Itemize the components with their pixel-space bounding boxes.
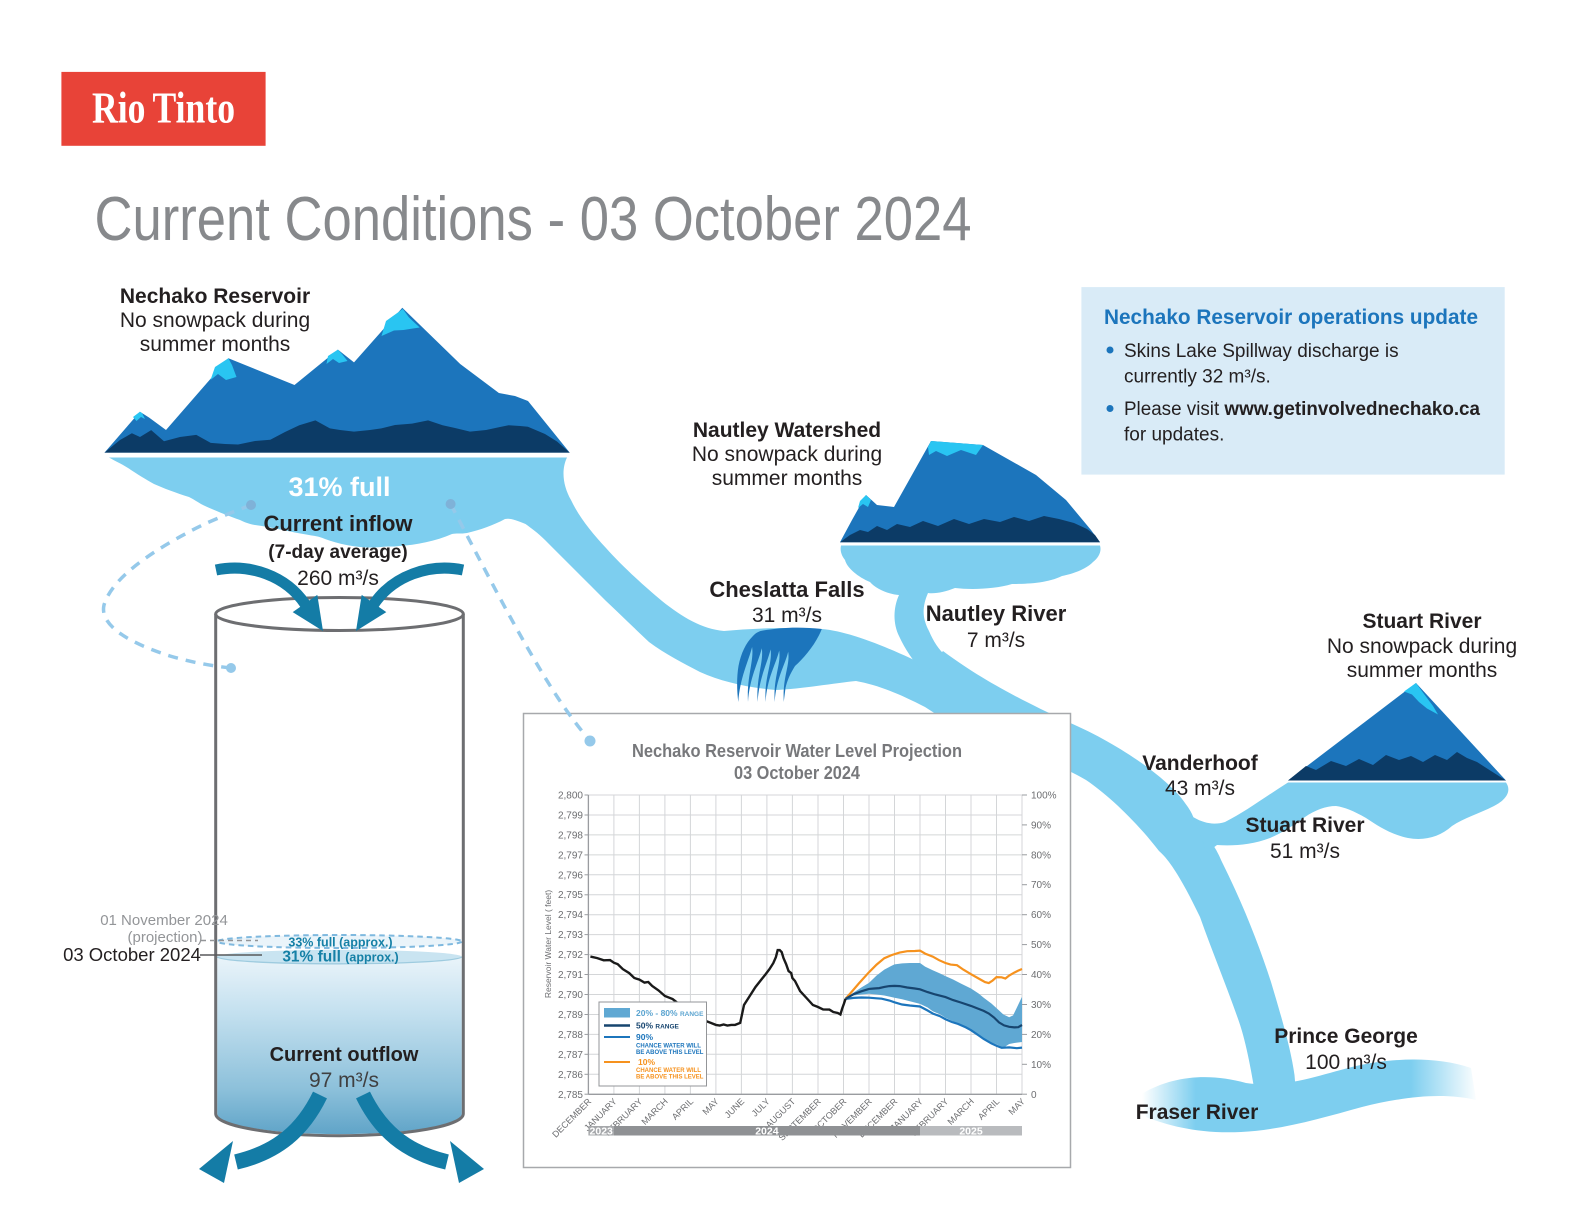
svg-text:2,797: 2,797	[558, 850, 583, 861]
svg-text:2,795: 2,795	[558, 890, 583, 901]
svg-text:30%: 30%	[1031, 1000, 1051, 1011]
svg-text:Stuart River: Stuart River	[1362, 610, 1481, 633]
svg-text:43 m³/s: 43 m³/s	[1165, 777, 1235, 800]
svg-text:70%: 70%	[1031, 880, 1051, 891]
svg-text:20% - 80% RANGE: 20% - 80% RANGE	[636, 1008, 704, 1018]
svg-text:Current Conditions - 03 Octobe: Current Conditions - 03 October 2024	[95, 185, 972, 254]
svg-text:for updates.: for updates.	[1124, 425, 1224, 446]
svg-text:2,791: 2,791	[558, 970, 583, 981]
svg-text:0: 0	[1031, 1090, 1037, 1101]
svg-text:2,800: 2,800	[558, 791, 583, 802]
svg-text:Reservoir Water Level ( feet): Reservoir Water Level ( feet)	[543, 890, 553, 998]
svg-text:Nautley Watershed: Nautley Watershed	[693, 419, 881, 442]
svg-text:summer months: summer months	[712, 467, 863, 490]
svg-text:summer months: summer months	[140, 333, 291, 356]
svg-text:(7-day average): (7-day average)	[268, 542, 407, 563]
svg-text:97 m³/s: 97 m³/s	[309, 1069, 379, 1092]
svg-text:50% RANGE: 50% RANGE	[636, 1021, 680, 1031]
svg-text:2,794: 2,794	[558, 910, 583, 921]
svg-text:BE ABOVE THIS LEVEL: BE ABOVE THIS LEVEL	[636, 1075, 704, 1081]
svg-text:Nechako Reservoir operations u: Nechako Reservoir operations update	[1104, 305, 1478, 329]
svg-text:Fraser River: Fraser River	[1136, 1101, 1259, 1124]
svg-text:100%: 100%	[1031, 791, 1057, 802]
svg-text:2,785: 2,785	[558, 1090, 583, 1101]
svg-text:100 m³/s: 100 m³/s	[1305, 1051, 1387, 1074]
svg-text:Cheslatta Falls: Cheslatta Falls	[709, 577, 864, 602]
svg-text:2,798: 2,798	[558, 830, 583, 841]
svg-text:Nechako Reservoir Water Level: Nechako Reservoir Water Level Projection	[632, 741, 962, 761]
svg-text:2023: 2023	[590, 1126, 614, 1138]
svg-text:31% full (approx.): 31% full (approx.)	[282, 949, 398, 966]
svg-text:Current inflow: Current inflow	[263, 511, 413, 536]
svg-text:No snowpack during: No snowpack during	[692, 443, 882, 466]
svg-text:No snowpack during: No snowpack during	[1327, 635, 1517, 658]
svg-text:Stuart River: Stuart River	[1245, 814, 1364, 837]
svg-text:51 m³/s: 51 m³/s	[1270, 840, 1340, 863]
svg-text:No snowpack during: No snowpack during	[120, 309, 310, 332]
svg-text:260 m³/s: 260 m³/s	[297, 567, 379, 590]
svg-text:BE ABOVE THIS LEVEL: BE ABOVE THIS LEVEL	[636, 1050, 704, 1056]
svg-text:summer months: summer months	[1347, 659, 1498, 682]
svg-text:03 October 2024: 03 October 2024	[734, 763, 860, 783]
svg-text:60%: 60%	[1031, 910, 1051, 921]
svg-text:01 November 2024: 01 November 2024	[100, 912, 228, 929]
svg-text:10%: 10%	[638, 1057, 655, 1067]
svg-text:Prince George: Prince George	[1274, 1025, 1418, 1048]
svg-text:90%: 90%	[1031, 820, 1051, 831]
svg-text:40%: 40%	[1031, 970, 1051, 981]
svg-text:currently 32 m³/s.: currently 32 m³/s.	[1124, 367, 1271, 388]
svg-text:CHANCE WATER WILL: CHANCE WATER WILL	[636, 1068, 701, 1074]
svg-text:2,792: 2,792	[558, 950, 583, 961]
svg-text:2,788: 2,788	[558, 1030, 583, 1041]
svg-text:2025: 2025	[959, 1126, 983, 1138]
svg-text:2,787: 2,787	[558, 1050, 583, 1061]
svg-text:50%: 50%	[1031, 940, 1051, 951]
svg-text:10%: 10%	[1031, 1060, 1051, 1071]
svg-text:31 m³/s: 31 m³/s	[752, 604, 822, 627]
svg-text:2,799: 2,799	[558, 811, 583, 822]
svg-text:90%: 90%	[636, 1032, 653, 1042]
svg-text:2,789: 2,789	[558, 1010, 583, 1021]
svg-text:31% full: 31% full	[288, 472, 390, 502]
svg-text:Skins Lake Spillway discharge: Skins Lake Spillway discharge is	[1124, 341, 1399, 362]
svg-text:03 October 2024: 03 October 2024	[63, 944, 201, 965]
svg-text:2024: 2024	[755, 1126, 779, 1138]
svg-text:Vanderhoof: Vanderhoof	[1142, 752, 1259, 775]
svg-text:20%: 20%	[1031, 1030, 1051, 1041]
svg-text:Nechako Reservoir: Nechako Reservoir	[120, 285, 310, 308]
svg-text:33% full (approx.): 33% full (approx.)	[288, 936, 392, 950]
svg-text:Please visit www.getinvolvedne: Please visit www.getinvolvednechako.ca	[1124, 399, 1480, 420]
svg-text:CHANCE WATER WILL: CHANCE WATER WILL	[636, 1044, 701, 1050]
svg-text:Nautley River: Nautley River	[926, 601, 1067, 626]
svg-text:Rio Tinto: Rio Tinto	[92, 84, 235, 133]
svg-text:Current outflow: Current outflow	[270, 1044, 419, 1066]
svg-text:(projection): (projection)	[127, 929, 202, 946]
svg-text:7 m³/s: 7 m³/s	[967, 629, 1025, 652]
svg-text:2,796: 2,796	[558, 870, 583, 881]
svg-text:2,790: 2,790	[558, 990, 583, 1001]
svg-text:2,793: 2,793	[558, 930, 583, 941]
svg-text:80%: 80%	[1031, 850, 1051, 861]
svg-text:2,786: 2,786	[558, 1070, 583, 1081]
